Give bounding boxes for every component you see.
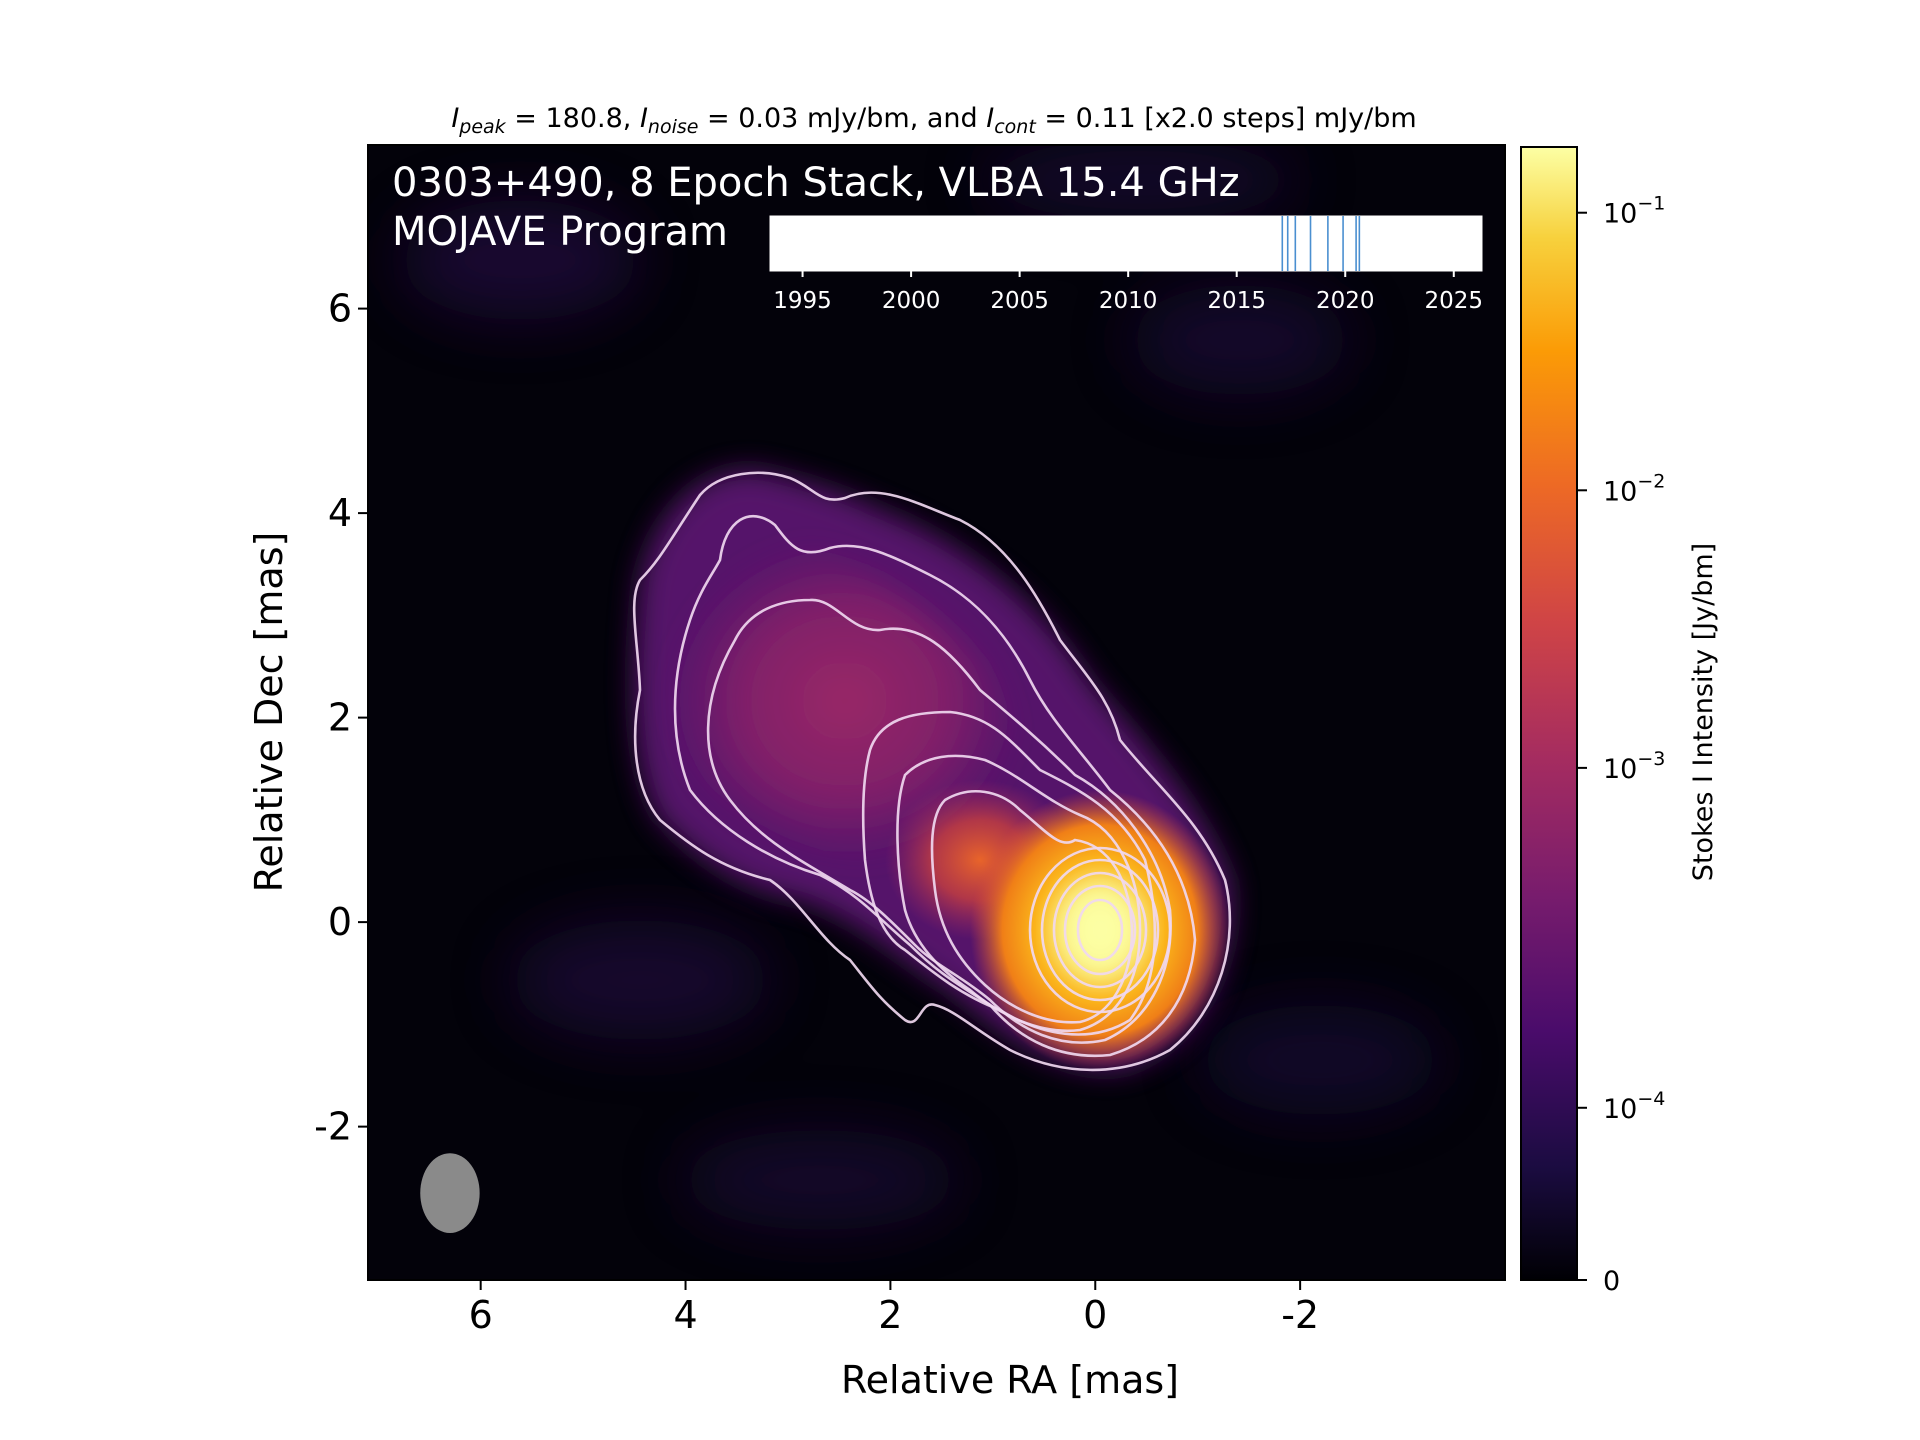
epoch-timeline-box xyxy=(769,215,1483,272)
y-tick-label: -2 xyxy=(314,1105,352,1149)
epoch-markers xyxy=(1281,216,1361,271)
epoch-tick-label: 2025 xyxy=(1425,288,1484,314)
contour-level-6 xyxy=(930,789,1134,1024)
contour-level-4 xyxy=(861,710,1157,1036)
y-tick-label: 2 xyxy=(328,696,352,740)
intensity-map xyxy=(400,145,1440,1230)
epoch-tick-label: 2000 xyxy=(882,288,941,314)
colorbar-tick-label: 10−1 xyxy=(1603,193,1665,230)
contour-level-11 xyxy=(1076,898,1124,962)
epoch-tick-label: 1995 xyxy=(773,288,832,314)
source-annotation: 0303+490, 8 Epoch Stack, VLBA 15.4 GHz xyxy=(392,160,1240,206)
contour-level-10 xyxy=(1063,884,1137,976)
epoch-tick-label: 2005 xyxy=(990,288,1049,314)
epoch-tick-label: 2020 xyxy=(1316,288,1375,314)
core-peak xyxy=(1060,884,1140,976)
x-axis: 6 4 2 0 -2 xyxy=(469,1280,1319,1337)
y-tick-label: 4 xyxy=(328,491,352,535)
x-tick-label: 2 xyxy=(878,1293,902,1337)
contour-level-7 xyxy=(1028,846,1172,1014)
colorbar-tick-label: 10−4 xyxy=(1603,1088,1665,1125)
x-axis-label: Relative RA [mas] xyxy=(841,1358,1179,1402)
x-tick-label: -2 xyxy=(1281,1293,1319,1337)
x-tick-label: 0 xyxy=(1083,1293,1107,1337)
jet-plume xyxy=(667,538,1023,864)
colorbar-tick-label: 10−3 xyxy=(1603,748,1665,785)
epoch-tick-label: 2010 xyxy=(1099,288,1158,314)
y-tick-label: 0 xyxy=(328,900,352,944)
colorbar-tick-label: 10−2 xyxy=(1603,470,1665,507)
epoch-timeline-ticks: 1995 2000 2005 2010 2015 2020 2025 xyxy=(773,271,1483,314)
colorbar: 10−1 10−2 10−3 10−4 0 Stokes I Intensity [Jy… xyxy=(1520,146,1719,1297)
contour-level-5 xyxy=(896,754,1142,1033)
contour-level-1 xyxy=(632,471,1232,1072)
colorbar-gradient xyxy=(1520,146,1578,1281)
y-axis: 6 4 2 0 -2 xyxy=(314,287,368,1149)
contours xyxy=(632,471,1232,1072)
contour-level-3 xyxy=(706,598,1172,1044)
x-tick-label: 6 xyxy=(469,1293,493,1337)
epoch-timeline: 1995 2000 2005 2010 2015 2020 2025 xyxy=(769,215,1483,314)
chart-title: Ipeak = 180.8, Inoise = 0.03 mJy/bm, and… xyxy=(451,103,1416,138)
contour-level-9 xyxy=(1052,871,1148,989)
contour-level-2 xyxy=(673,514,1197,1058)
colorbar-ticks: 10−1 10−2 10−3 10−4 0 xyxy=(1577,193,1665,1297)
epoch-tick-label: 2015 xyxy=(1207,288,1266,314)
y-axis-label: Relative Dec [mas] xyxy=(247,532,291,893)
y-tick-label: 6 xyxy=(328,287,352,331)
colorbar-label: Stokes I Intensity [Jy/bm] xyxy=(1688,543,1719,881)
image-panel: 0303+490, 8 Epoch Stack, VLBA 15.4 GHz M… xyxy=(367,144,1506,1281)
x-tick-label: 4 xyxy=(673,1293,697,1337)
plot-frame xyxy=(367,144,1506,1281)
beam-ellipse xyxy=(420,1153,480,1233)
colorbar-tick-label: 0 xyxy=(1603,1266,1620,1297)
contour-level-8 xyxy=(1040,858,1160,1002)
noise-haze xyxy=(400,145,1440,1230)
program-annotation: MOJAVE Program xyxy=(392,209,728,255)
